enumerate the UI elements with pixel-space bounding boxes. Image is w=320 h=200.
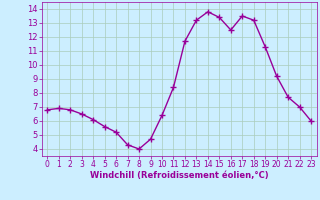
X-axis label: Windchill (Refroidissement éolien,°C): Windchill (Refroidissement éolien,°C) <box>90 171 268 180</box>
